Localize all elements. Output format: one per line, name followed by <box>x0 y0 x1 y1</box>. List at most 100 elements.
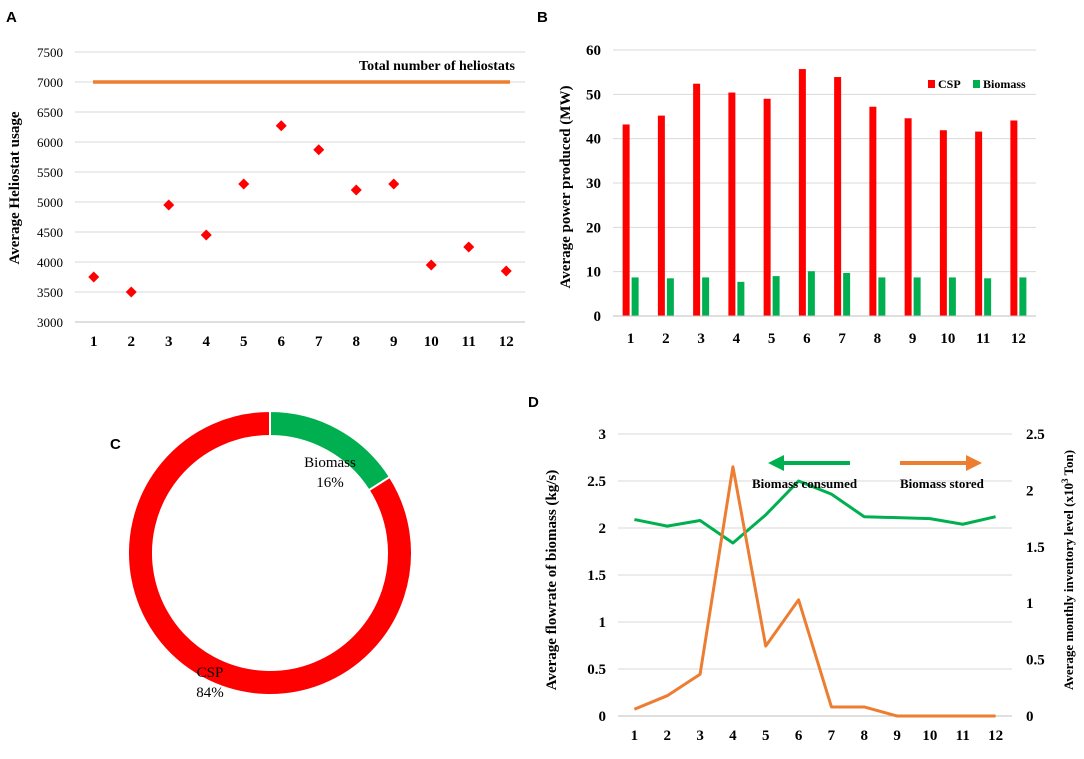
panel-d-ytick-right: 0.5 <box>1026 653 1045 669</box>
panel-a-ytick: 4500 <box>37 225 63 240</box>
panel-b-xtick: 2 <box>662 331 670 347</box>
panel-d-ytick-left: 2.5 <box>587 474 606 490</box>
panel-d-ytick-left: 1.5 <box>587 568 606 584</box>
panel-d-line-stored <box>633 465 996 718</box>
panel-b-bar-biomass <box>878 277 886 316</box>
panel-a-xtick: 12 <box>499 334 514 350</box>
panel-a-ylabel: Average Heliostat usage <box>7 111 23 264</box>
panel-a-reference-label: Total number of heliostats <box>359 59 516 74</box>
panel-b-bar-csp <box>728 92 736 316</box>
panel-b-bar-biomass <box>984 278 992 316</box>
panel-c-slice-csp <box>127 409 413 696</box>
panel-d-legend-label-consumed: Biomass consumed <box>752 476 858 491</box>
panel-a-ytick: 7000 <box>37 75 63 90</box>
panel-b-xtick: 1 <box>627 331 635 347</box>
panel-b-xtick: 6 <box>803 331 811 347</box>
panel-b-bar-biomass <box>772 276 780 316</box>
panel-a-point <box>238 178 250 190</box>
panel-b-xtick: 8 <box>874 331 882 347</box>
panel-d-ytick-right: 1 <box>1026 596 1034 612</box>
panel-c-label-name: CSP <box>197 665 224 681</box>
panel-d-ylabel-left: Average flowrate of biomass (kg/s) <box>544 470 560 691</box>
panel-b-xtick: 7 <box>838 331 846 347</box>
panel-a-point <box>425 259 437 271</box>
panel-d-ytick-left: 0.5 <box>587 662 606 678</box>
panel-letter-d: D <box>528 394 539 411</box>
panel-a-point <box>275 120 287 132</box>
panel-a-point <box>163 199 175 211</box>
panel-a-ytick: 5000 <box>37 195 63 210</box>
panel-b-ytick: 30 <box>586 176 601 192</box>
panel-b-bar-csp <box>975 131 983 316</box>
panel-b-bar-biomass <box>913 277 921 316</box>
panel-b-bar-csp <box>693 83 701 317</box>
panel-a-xtick: 3 <box>165 334 173 350</box>
panel-a-xtick: 1 <box>90 334 98 350</box>
panel-d-xtick: 1 <box>631 728 639 744</box>
panel-a-point <box>388 178 400 190</box>
panel-a-ytick: 7500 <box>37 45 63 60</box>
panel-d-xtick: 7 <box>828 728 836 744</box>
panel-d-ytick-left: 0 <box>599 709 607 725</box>
panel-b-bar-biomass <box>737 281 745 316</box>
panel-a-scatter-chart: 3000 3500 4000 4500 5000 5500 6000 6500 7000 7500… <box>37 45 525 350</box>
panel-c-donut-chart: Biomass 16% CSP 84% <box>127 409 413 701</box>
panel-a-point <box>200 229 212 241</box>
panel-d-ytick-left: 3 <box>599 427 607 443</box>
panel-letter-b: B <box>537 9 548 26</box>
panel-c-label-pct: 16% <box>316 475 344 491</box>
panel-d-legend-label-stored: Biomass stored <box>900 476 985 491</box>
panel-b-xtick: 9 <box>909 331 917 347</box>
panel-c-label-name: Biomass <box>304 455 356 471</box>
panel-d-ytick-right: 2 <box>1026 483 1034 499</box>
panel-a-xtick: 8 <box>353 334 361 350</box>
panel-a-point <box>500 265 512 277</box>
panel-d-legend-arrowhead-consumed <box>768 455 784 471</box>
panel-d-xtick: 8 <box>861 728 869 744</box>
panel-d-xtick: 2 <box>664 728 672 744</box>
panel-d-xtick: 3 <box>696 728 704 744</box>
panel-a-point <box>88 271 100 283</box>
panel-b-xtick: 5 <box>768 331 776 347</box>
panel-b-legend-label: Biomass <box>983 77 1026 91</box>
panel-b-ytick: 20 <box>586 220 601 236</box>
panel-a-ytick: 6500 <box>37 105 63 120</box>
panel-b-ytick: 10 <box>586 265 601 281</box>
panel-a-ytick: 3000 <box>37 315 63 330</box>
panel-b-xtick: 3 <box>697 331 705 347</box>
panel-a-point <box>125 286 137 298</box>
panel-b-bar-csp <box>834 77 842 316</box>
panel-a-xtick: 6 <box>278 334 286 350</box>
panel-b-bar-biomass <box>702 277 710 316</box>
panel-b-bar-csp <box>622 124 630 316</box>
panel-b-ytick: 50 <box>586 87 601 103</box>
panel-b-xtick: 4 <box>733 331 741 347</box>
panel-d-xtick: 11 <box>956 728 970 744</box>
panel-b-ylabel: Average power produced (MW) <box>558 86 574 289</box>
panel-a-point <box>350 184 362 196</box>
panel-d-xtick: 4 <box>729 728 737 744</box>
panel-b-xtick: 10 <box>940 331 955 347</box>
panel-b-bar-biomass <box>948 277 956 316</box>
panel-a-point <box>313 144 325 156</box>
panel-a-ytick: 3500 <box>37 285 63 300</box>
panel-b-ytick: 40 <box>586 132 601 148</box>
panel-b-bar-csp <box>798 69 806 317</box>
panel-a-xtick: 2 <box>128 334 136 350</box>
panel-b-ytick: 0 <box>594 309 602 325</box>
panel-d-xtick: 6 <box>795 728 803 744</box>
panel-b-legend-swatch <box>973 80 980 88</box>
panel-b-bar-csp <box>869 106 877 316</box>
panel-a-xtick: 4 <box>203 334 211 350</box>
panel-letter-a: A <box>6 9 17 26</box>
panel-d-xtick: 9 <box>893 728 901 744</box>
panel-d-xtick: 12 <box>988 728 1003 744</box>
panel-a-ytick: 5500 <box>37 165 63 180</box>
panel-a-xtick: 9 <box>390 334 398 350</box>
panel-d-legend-arrowhead-stored <box>966 455 982 471</box>
panel-a-xtick: 11 <box>462 334 476 350</box>
panel-c-label-pct: 84% <box>196 685 224 701</box>
